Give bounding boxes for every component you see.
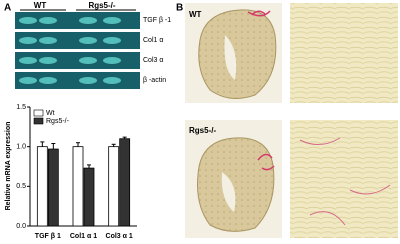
ventricle <box>224 35 237 80</box>
bar-chart: 0.0 0.5 1.0 1.5 TGF β 1 Col1 α 1 Col3 α 1 WtRgs… <box>16 104 137 240</box>
gel-band <box>39 17 57 24</box>
gel-band <box>19 77 37 84</box>
gel-strip <box>15 72 140 89</box>
gel-group: Rgs5-/- <box>88 1 115 10</box>
gel-band <box>79 77 97 84</box>
gel-band <box>103 37 121 44</box>
gel-lane-label: Col1 α <box>143 37 163 44</box>
row-label: WT <box>189 10 202 19</box>
heart-section <box>197 137 275 232</box>
gel-lane-label: β -actin <box>143 77 166 84</box>
panel-label: B <box>176 3 183 14</box>
y-tick-label: 1.0 <box>16 144 26 151</box>
row-label: Rgs5-/- <box>189 126 216 135</box>
gel-band <box>39 57 57 64</box>
gel-band <box>79 57 97 64</box>
legend-label: Rgs5-/- <box>46 118 70 125</box>
gel-image <box>15 12 140 89</box>
x-tick-label: Col3 α 1 <box>106 233 133 240</box>
gel-strip <box>15 52 140 69</box>
gel-band <box>103 77 121 84</box>
gel-band <box>103 57 121 64</box>
histology-image <box>185 3 398 238</box>
gel-band <box>79 37 97 44</box>
ventricle <box>221 172 236 212</box>
legend-label: Wt <box>46 110 55 117</box>
bar <box>108 146 120 227</box>
legend-swatch <box>33 117 44 125</box>
x-tick-label: Col1 α 1 <box>70 233 97 240</box>
bar <box>47 148 59 227</box>
fibrosis <box>247 10 271 17</box>
legend-swatch <box>33 109 44 117</box>
heart-section <box>198 9 277 100</box>
bar <box>119 138 131 227</box>
histology-zoom <box>290 3 398 103</box>
gel-lane-label: Col3 α <box>143 57 163 64</box>
histology-zoom <box>290 120 398 238</box>
gel-strip <box>15 12 140 29</box>
panel-label: A <box>4 3 11 14</box>
gel-group: WT <box>34 1 47 10</box>
gel-band <box>19 57 37 64</box>
gel-band <box>19 37 37 44</box>
bar <box>83 167 95 227</box>
y-axis-label: Relative mRNA expression <box>5 122 12 211</box>
bar <box>36 146 48 227</box>
y-tick-label: 0.0 <box>16 223 26 230</box>
gel-lane-label: TGF β -1 <box>143 17 171 24</box>
fibrosis <box>299 137 391 226</box>
gel-band <box>39 37 57 44</box>
gel-band <box>39 77 57 84</box>
gel-band <box>19 17 37 24</box>
gel-band <box>79 17 97 24</box>
y-tick-label: 0.5 <box>16 183 26 190</box>
bar <box>72 146 84 227</box>
fibrosis <box>257 153 275 171</box>
gel-strip <box>15 32 140 49</box>
y-tick-label: 1.5 <box>16 104 26 111</box>
gel-band <box>103 17 121 24</box>
x-tick-label: TGF β 1 <box>35 233 61 240</box>
